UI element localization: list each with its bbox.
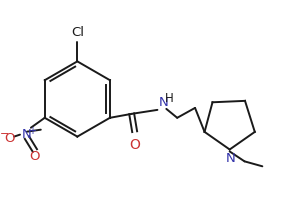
Text: −: −: [0, 129, 9, 139]
Text: O: O: [30, 150, 40, 163]
Text: O: O: [129, 138, 140, 152]
Text: N: N: [158, 96, 168, 109]
Text: N: N: [226, 152, 235, 165]
Text: N: N: [22, 128, 32, 141]
Text: H: H: [165, 92, 174, 105]
Text: O: O: [4, 132, 14, 145]
Text: Cl: Cl: [71, 26, 84, 39]
Text: +: +: [28, 126, 36, 136]
